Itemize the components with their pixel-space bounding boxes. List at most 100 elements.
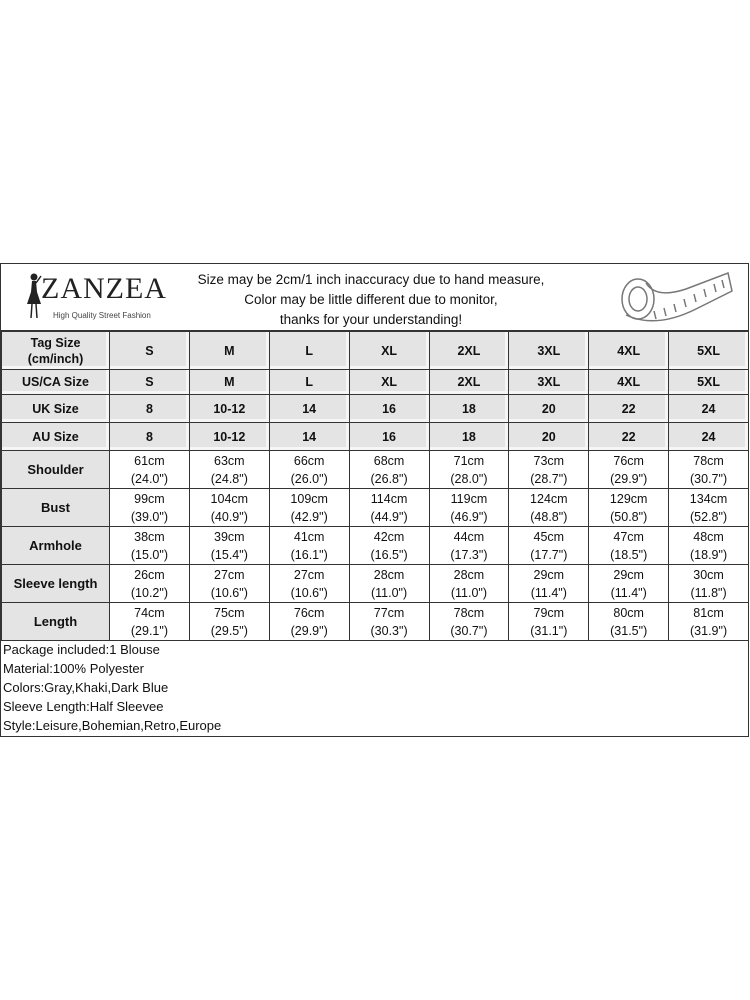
notice-line: Color may be little different due to mon… — [244, 292, 498, 307]
measurement-cell: 114cm (44.9") — [348, 488, 430, 527]
measurement-row: Shoulder 61cm (24.0") 63cm (24.8") 66cm (26.0"… — [1, 450, 749, 489]
inch-value: (10.2") — [130, 585, 168, 600]
inch-value: (11.4") — [610, 585, 647, 600]
note-package: Package included:1 Blouse — [3, 642, 160, 657]
measurement-cell: 66cm (26.0") — [268, 450, 350, 489]
size-cell: 10-12 — [188, 394, 270, 423]
cm-value: 61cm — [134, 453, 165, 468]
measurement-cell: 29cm (11.4") — [508, 564, 590, 603]
note-sleeve-length: Sleeve Length:Half Sleevee — [3, 699, 164, 714]
measurement-cell: 76cm (29.9") — [268, 602, 350, 641]
note-material: Material:100% Polyester — [3, 661, 144, 676]
cm-value: 28cm — [373, 567, 405, 582]
brand-logo: ZANZEA High Quality Street Fashion — [25, 272, 185, 324]
size-cell: 5XL — [668, 369, 749, 395]
inch-value: (16.5") — [370, 547, 408, 562]
inch-value: (44.9") — [370, 509, 408, 524]
cm-value: 129cm — [609, 491, 648, 506]
inch-value: (31.1") — [530, 623, 568, 638]
measurement-cell: 38cm (15.0") — [109, 526, 190, 565]
cm-value: 42cm — [373, 529, 405, 544]
size-cell: 22 — [588, 422, 670, 451]
product-notes: Package included:1 Blouse Material:100% … — [3, 640, 221, 735]
size-cell: 3XL — [508, 331, 590, 370]
notice-line: Size may be 2cm/1 inch inaccuracy due to… — [197, 272, 545, 287]
cm-value: 29cm — [613, 567, 644, 582]
size-cell: 4XL — [588, 331, 670, 370]
inch-value: (30.7") — [690, 471, 728, 486]
size-cell: L — [268, 369, 350, 395]
size-row: US/CA Size S M L XL 2XL 3XL 4XL 5XL — [1, 369, 749, 395]
inch-value: (28.0") — [450, 471, 488, 486]
cm-value: 76cm — [613, 453, 644, 468]
inch-value: (16.1") — [290, 547, 328, 562]
cm-value: 109cm — [290, 491, 328, 506]
row-label: Armhole — [1, 526, 110, 565]
size-cell: 16 — [348, 394, 430, 423]
size-cell: S — [109, 369, 190, 395]
row-label: US/CA Size — [1, 369, 110, 395]
measurement-cell: 104cm (40.9") — [188, 488, 270, 527]
cm-value: 73cm — [533, 453, 565, 468]
measurement-cell: 48cm (18.9") — [668, 526, 749, 565]
size-cell: 20 — [508, 422, 590, 451]
measurement-cell: 27cm (10.6") — [268, 564, 350, 603]
measurement-cell: 30cm (11.8") — [668, 564, 749, 603]
size-cell: XL — [348, 331, 430, 370]
inch-value: (18.9") — [690, 547, 728, 562]
inch-value: (17.3") — [450, 547, 488, 562]
measurement-cell: 27cm (10.6") — [188, 564, 270, 603]
cm-value: 78cm — [453, 605, 485, 620]
note-colors: Colors:Gray,Khaki,Dark Blue — [3, 680, 169, 695]
size-cell: 8 — [109, 394, 190, 423]
measurement-cell: 26cm (10.2") — [109, 564, 190, 603]
measurement-row: Armhole 38cm (15.0") 39cm (15.4") 41cm (16.1")… — [1, 526, 749, 565]
inch-value: (15.4") — [210, 547, 248, 562]
measurement-cell: 45cm (17.7") — [508, 526, 590, 565]
size-cell: 16 — [348, 422, 430, 451]
measurement-cell: 28cm (11.0") — [428, 564, 510, 603]
size-table: Tag Size (cm/inch) S M L XL 2XL 3XL 4XL 5XL US/CA… — [1, 331, 749, 641]
size-cell: 14 — [268, 394, 350, 423]
measurement-cell: 81cm (31.9") — [668, 602, 749, 641]
cm-value: 27cm — [214, 567, 245, 582]
cm-value: 99cm — [134, 491, 165, 506]
cm-value: 81cm — [693, 605, 724, 620]
cm-value: 27cm — [293, 567, 325, 582]
inch-value: (42.9") — [290, 509, 328, 524]
measurement-cell: 28cm (11.0") — [348, 564, 430, 603]
inch-value: (28.7") — [530, 471, 568, 486]
row-label: Length — [1, 602, 110, 641]
inch-value: (11.4") — [530, 585, 567, 600]
inch-value: (11.0") — [450, 585, 488, 600]
note-style: Style:Leisure,Bohemian,Retro,Europe — [3, 718, 222, 733]
measurement-cell: 109cm (42.9") — [268, 488, 350, 527]
cm-value: 119cm — [450, 491, 488, 506]
inch-value: (29.9") — [610, 471, 648, 486]
size-cell: 18 — [428, 422, 510, 451]
size-cell: XL — [348, 369, 430, 395]
size-chart: ZANZEA High Quality Street Fashion Size … — [0, 263, 749, 737]
brand-name: ZANZEA — [41, 272, 167, 305]
measurement-row: Bust 99cm (39.0") 104cm (40.9") 109cm (42.9") 1… — [1, 488, 749, 527]
measurement-cell: 63cm (24.8") — [188, 450, 270, 489]
inch-value: (18.5") — [610, 547, 648, 562]
size-cell: 10-12 — [188, 422, 270, 451]
inch-value: (11.8") — [690, 585, 727, 600]
size-cell: 2XL — [428, 369, 510, 395]
measurement-cell: 39cm (15.4") — [188, 526, 270, 565]
cm-value: 77cm — [373, 605, 405, 620]
inch-value: (11.0") — [370, 585, 408, 600]
inch-value: (26.0") — [290, 471, 328, 486]
measurement-cell: 129cm (50.8") — [588, 488, 670, 527]
measurement-cell: 68cm (26.8") — [348, 450, 430, 489]
size-cell: M — [188, 331, 270, 370]
size-row: AU Size 8 10-12 14 16 18 20 22 24 — [1, 422, 749, 451]
row-label: UK Size — [1, 394, 110, 423]
inch-value: (29.1") — [130, 623, 168, 638]
size-cell: S — [109, 331, 190, 370]
inch-value: (24.0") — [130, 471, 168, 486]
cm-value: 41cm — [293, 529, 325, 544]
cm-value: 28cm — [453, 567, 485, 582]
measuring-tape-icon — [621, 271, 733, 322]
